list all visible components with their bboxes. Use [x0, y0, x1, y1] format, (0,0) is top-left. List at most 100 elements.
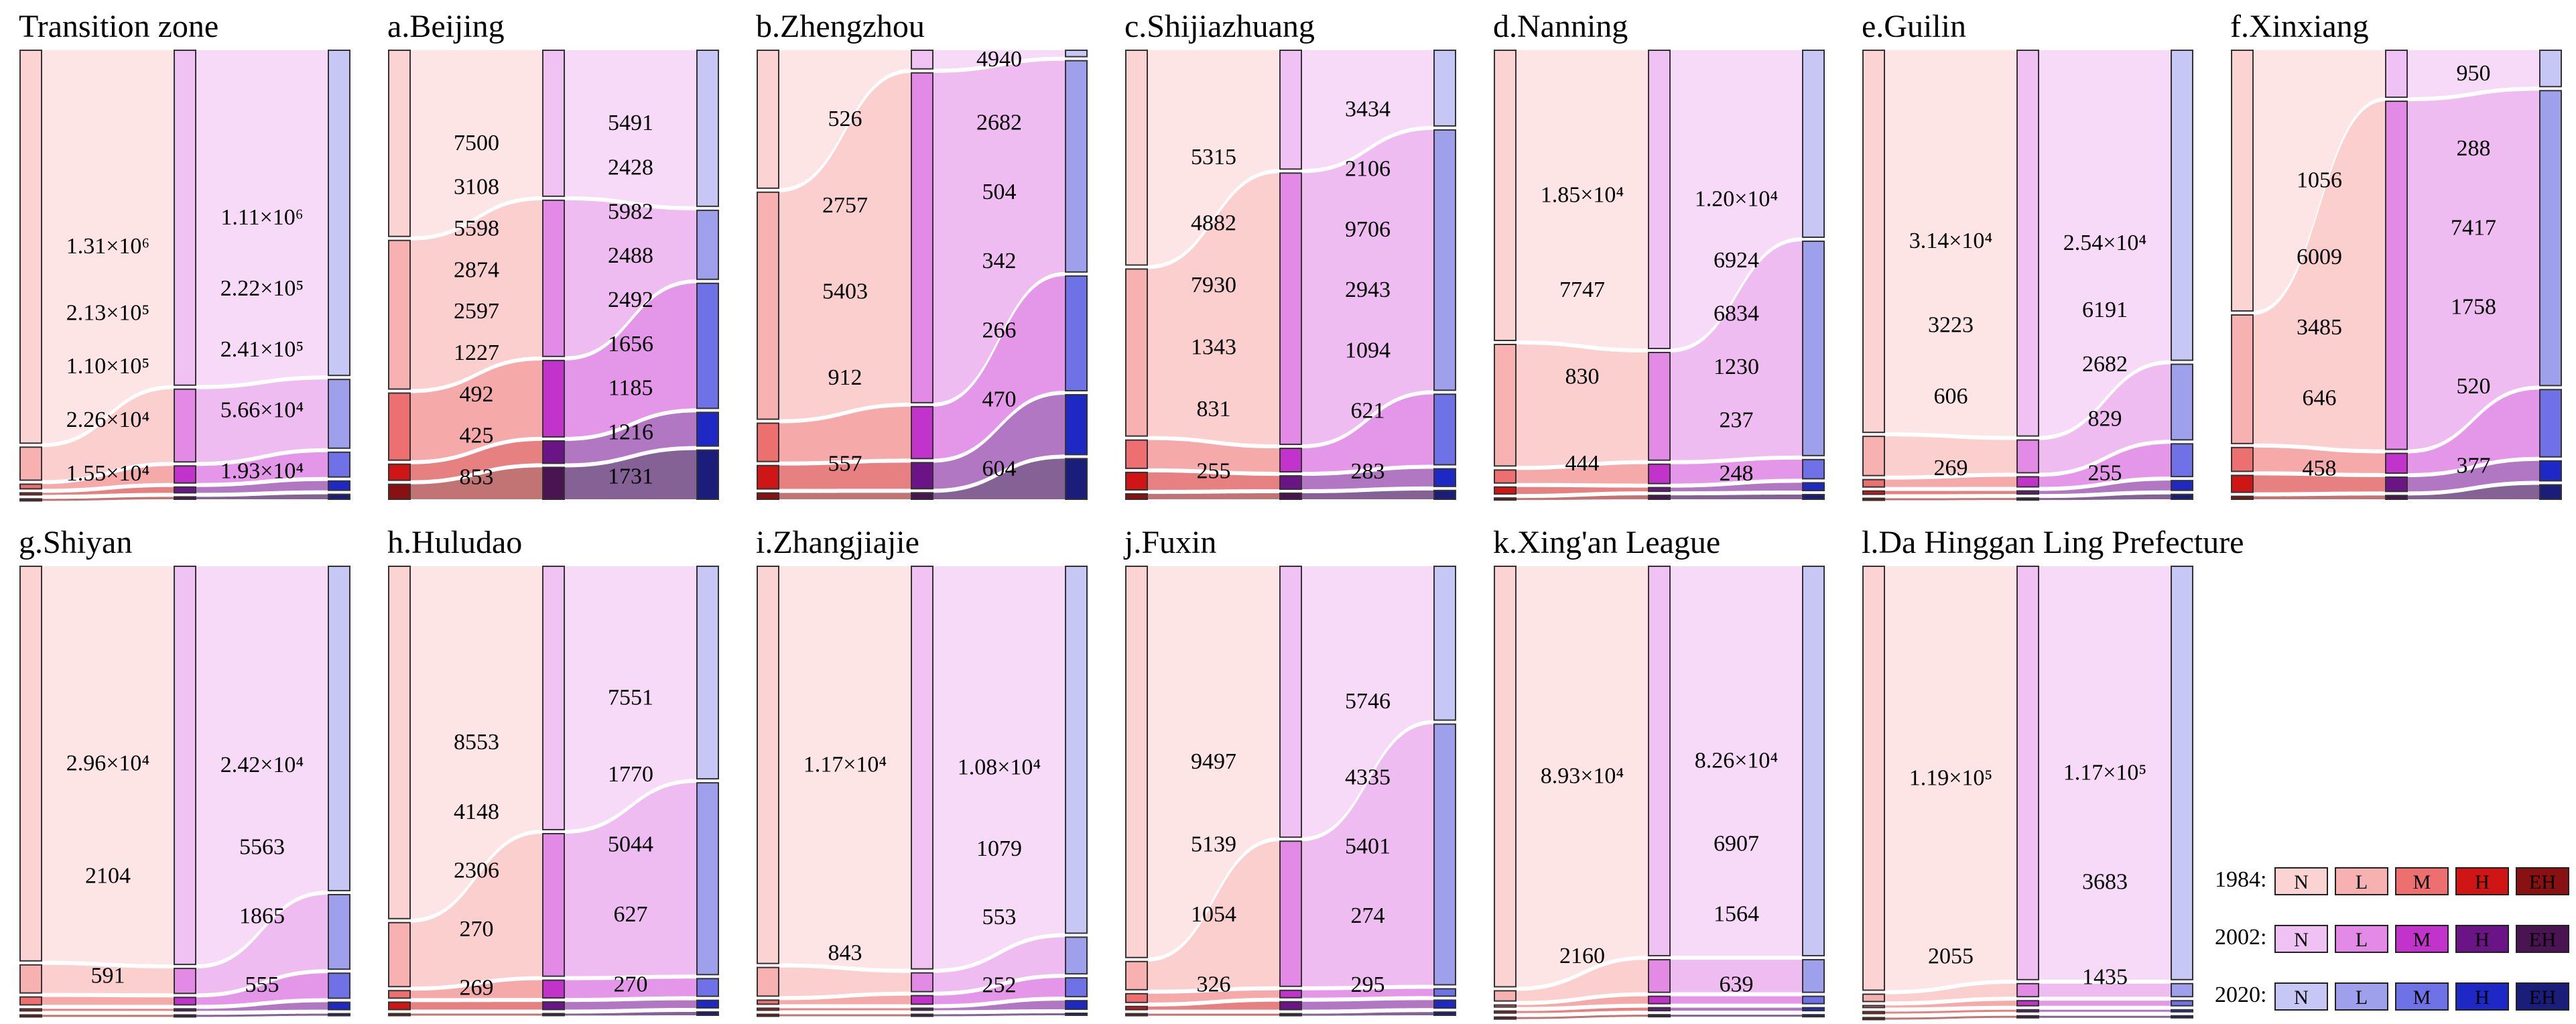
- node-2002-N: [2385, 50, 2408, 99]
- node-2020-H: [696, 411, 719, 447]
- value-label: 9497: [1191, 749, 1236, 774]
- node-2002-M: [1648, 463, 1671, 485]
- node-1984-L: [1862, 436, 1885, 476]
- link-2002-2020: [564, 450, 697, 499]
- value-label: 591: [91, 963, 125, 988]
- value-label: 9706: [1345, 217, 1391, 242]
- node-2020-EH: [696, 449, 719, 500]
- link-1984-2002: [1516, 996, 1649, 1007]
- legend-code: M: [2413, 986, 2431, 1009]
- value-label: 557: [828, 451, 862, 476]
- value-label: 237: [1720, 408, 1754, 433]
- link-2002-2020: [1301, 1000, 1434, 1010]
- value-label: 2682: [976, 111, 1022, 135]
- link-1984-2002: [42, 1015, 174, 1017]
- node-2002-H: [2385, 476, 2408, 493]
- value-label: 621: [1351, 399, 1385, 424]
- node-2002-M: [174, 997, 196, 1006]
- value-label: 829: [2088, 406, 2122, 431]
- node-2020-M: [1802, 995, 1825, 1005]
- node-1984-EH: [1494, 1016, 1517, 1020]
- node-2020-L: [1065, 936, 1088, 975]
- node-2002-L: [174, 388, 196, 463]
- node-2002-N: [174, 566, 196, 966]
- link-2002-2020: [196, 566, 328, 965]
- value-label: 2492: [608, 287, 653, 312]
- legend-swatch-2002-EH: [2516, 925, 2569, 953]
- link-2002-2020: [2407, 460, 2540, 492]
- node-2002-L: [174, 968, 196, 995]
- link-2002-2020: [1670, 50, 1803, 348]
- legend-code: N: [2294, 929, 2309, 951]
- link-1984-2002: [1147, 440, 1280, 472]
- node-2020-EH: [1802, 494, 1825, 500]
- value-label: 2.26×10⁴: [66, 407, 150, 432]
- value-label: 2943: [1345, 277, 1391, 302]
- node-1984-N: [19, 50, 42, 444]
- link-2002-2020: [196, 452, 328, 483]
- node-2002-EH: [1279, 1013, 1302, 1017]
- panels-layer: Transition zone 1.31×10⁶ 2.13×10⁵ 1.10×10⁵ 2…: [19, 9, 2562, 1021]
- node-2020-M: [328, 972, 350, 999]
- link-2002-2020: [1670, 1007, 1803, 1011]
- panel-title: c.Shijiazhuang: [1124, 9, 1315, 44]
- legend-year: 2002:: [2215, 925, 2266, 950]
- link-2002-2020: [2039, 444, 2171, 487]
- link-2002-2020: [1670, 459, 1803, 484]
- node-2020-EH: [1065, 458, 1088, 500]
- link-1984-2002: [779, 493, 911, 499]
- legend-code: H: [2475, 929, 2490, 951]
- link-2002-2020: [1301, 394, 1434, 472]
- link-2002-2020: [933, 978, 1066, 1005]
- node-1984-N: [388, 566, 411, 919]
- node-2020-EH: [1433, 489, 1456, 500]
- node-1984-M: [388, 392, 411, 461]
- node-2002-EH: [2016, 1015, 2039, 1019]
- link-1984-2002: [42, 50, 174, 444]
- link-1984-2002: [1516, 487, 1649, 495]
- node-1984-L: [1125, 268, 1148, 437]
- node-1984-N: [1862, 50, 1885, 434]
- value-label: 1731: [608, 464, 653, 489]
- legend-code: EH: [2529, 986, 2556, 1009]
- value-label: 248: [1720, 461, 1754, 486]
- link-2002-2020: [2039, 1001, 2171, 1006]
- link-2002-2020: [2407, 485, 2540, 499]
- panel-title: d.Nanning: [1493, 9, 1628, 44]
- panel-3: c.Shijiazhuang 5315 4882 7930 1343 831 255 3434…: [1124, 9, 1456, 501]
- link-2002-2020: [1301, 988, 1434, 998]
- value-label: 1.08×10⁴: [958, 755, 1041, 779]
- value-label: 2.22×10⁵: [220, 276, 304, 301]
- node-2020-L: [1433, 129, 1456, 391]
- panel-title: k.Xing'an League: [1493, 525, 1720, 560]
- node-1984-M: [757, 422, 779, 462]
- link-1984-2002: [42, 964, 174, 994]
- value-label: 1230: [1714, 355, 1759, 379]
- node-2002-N: [1648, 50, 1671, 349]
- node-2002-H: [1648, 1007, 1671, 1012]
- link-2002-2020: [1301, 50, 1434, 170]
- legend-code: H: [2475, 986, 2490, 1009]
- link-1984-2002: [1516, 495, 1649, 501]
- link-1984-2002: [779, 406, 911, 462]
- node-2002-L: [2385, 101, 2408, 450]
- link-1984-2002: [1147, 173, 1280, 445]
- value-label: 2488: [608, 243, 653, 268]
- value-label: 7417: [2451, 215, 2496, 240]
- link-2002-2020: [1670, 1015, 1803, 1017]
- node-1984-EH: [1862, 497, 1885, 501]
- node-2002-L: [2016, 439, 2039, 474]
- node-2002-EH: [2385, 495, 2408, 501]
- link-1984-2002: [1147, 1013, 1280, 1016]
- panel-7: g.Shiyan 2.96×10⁴ 2104 591 2.42×10⁴ 5563 1865 5…: [19, 525, 350, 1018]
- node-2002-L: [1279, 840, 1302, 987]
- value-label: 2682: [2082, 352, 2128, 377]
- value-label: 627: [614, 902, 648, 927]
- legend: 1984: N L M H EH 2002: N L M H EH 2020: N L M H EH: [2215, 867, 2569, 1011]
- node-2002-H: [2016, 490, 2039, 495]
- node-1984-H: [1862, 490, 1885, 495]
- value-label: 2.41×10⁵: [220, 337, 304, 362]
- value-label: 912: [828, 365, 862, 390]
- node-2020-L: [328, 379, 350, 449]
- value-label: 6907: [1714, 832, 1759, 856]
